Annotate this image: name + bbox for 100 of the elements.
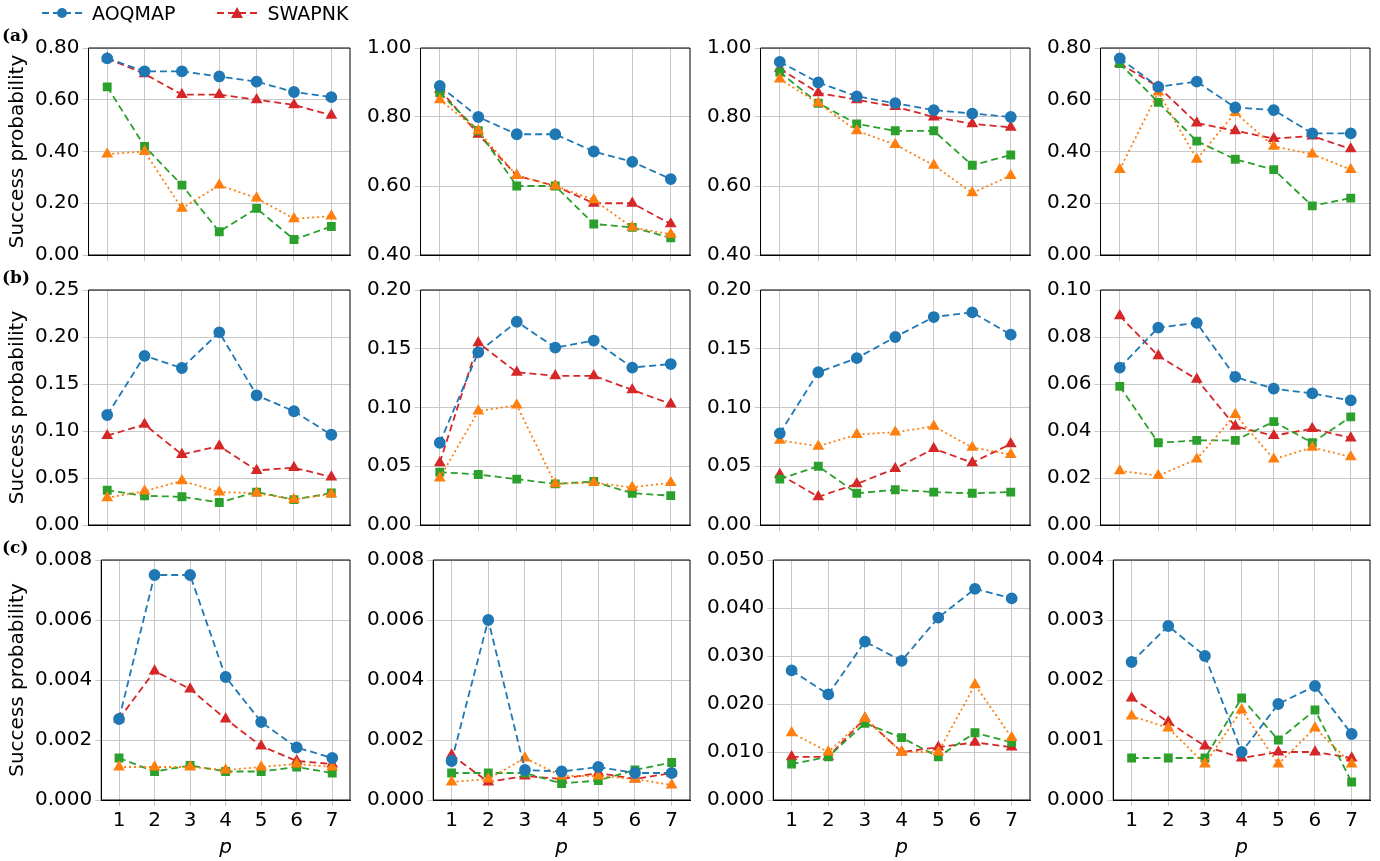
y-tick-label: 0.050	[706, 546, 765, 571]
x-tick-label: 3	[858, 807, 872, 832]
y-tick-label: 0.04	[1047, 417, 1092, 442]
y-tick-label: 0.008	[34, 546, 93, 571]
y-tick-label: 0.006	[366, 606, 425, 631]
y-tick-label: 0.40	[367, 241, 412, 266]
y-axis-title: Success probability	[4, 583, 29, 777]
y-tick-label: 0.000	[366, 786, 425, 811]
y-tick-label: 0.60	[707, 172, 752, 197]
y-tick-label: 0.000	[34, 786, 93, 811]
text: (a)	[2, 24, 30, 45]
y-tick-label: 0.80	[707, 103, 752, 128]
y-axis-title: Success probability	[4, 54, 29, 249]
y-tick-label: 0.008	[366, 546, 425, 571]
y-tick-label: 0.80	[1047, 34, 1092, 59]
y-tick-label: 0.000	[706, 786, 765, 811]
x-tick-label: 6	[628, 807, 642, 832]
y-tick-label: 0.80	[35, 34, 80, 59]
y-tick-label: 0.002	[366, 726, 425, 751]
y-tick-label: 0.003	[1046, 606, 1105, 631]
y-tick-label: 0.20	[1047, 189, 1092, 214]
y-tick-label: 1.00	[367, 34, 412, 59]
x-axis-title: p	[554, 834, 568, 859]
y-tick-label: 0.15	[35, 370, 80, 395]
x-axis-title: p	[894, 834, 908, 859]
y-tick-label: 0.40	[707, 241, 752, 266]
x-axis-title: p	[1234, 834, 1248, 859]
y-tick-label: 0.08	[1047, 323, 1092, 348]
y-tick-label: 0.10	[707, 393, 752, 418]
y-tick-label: 0.60	[35, 85, 80, 110]
legend-label: SWAPNK	[267, 2, 349, 24]
y-tick-label: 0.020	[706, 690, 765, 715]
y-tick-label: 0.004	[34, 666, 93, 691]
x-tick-label: 4	[555, 807, 568, 832]
y-tick-label: 0.00	[1047, 241, 1092, 266]
y-tick-label: 0.002	[34, 726, 93, 751]
x-tick-label: 3	[183, 807, 197, 832]
y-tick-label: 0.000	[1046, 786, 1105, 811]
y-tick-label: 0.02	[1047, 464, 1092, 489]
y-tick-label: 0.00	[35, 511, 80, 536]
y-tick-label: 1.00	[707, 34, 752, 59]
x-tick-label: 6	[290, 807, 304, 832]
x-tick-label: 7	[1005, 807, 1019, 832]
legend-label: AOQMAP	[92, 2, 176, 24]
y-tick-label: 0.15	[707, 334, 752, 359]
y-tick-label: 0.001	[1046, 726, 1105, 751]
x-tick-label: 7	[325, 807, 339, 832]
x-tick-label: 5	[254, 807, 268, 832]
x-tick-label: 2	[821, 807, 835, 832]
x-tick-label: 7	[665, 807, 679, 832]
y-tick-label: 0.60	[367, 172, 412, 197]
y-tick-label: 0.05	[367, 452, 412, 477]
y-tick-label: 0.002	[1046, 666, 1105, 691]
y-tick-label: 0.030	[706, 642, 765, 667]
y-tick-label: 0.60	[1047, 85, 1092, 110]
x-tick-label: 4	[895, 807, 908, 832]
y-tick-label: 0.20	[35, 189, 80, 214]
x-tick-label: 1	[445, 807, 458, 832]
x-tick-label: 1	[112, 807, 126, 832]
x-tick-label: 2	[1161, 807, 1175, 832]
text: (c)	[2, 536, 29, 557]
y-tick-label: 0.05	[707, 452, 752, 477]
y-tick-label: 0.10	[367, 393, 412, 418]
x-tick-label: 2	[148, 807, 161, 832]
y-tick-label: 0.10	[1047, 276, 1092, 301]
x-tick-label: 6	[968, 807, 982, 832]
text: (b)	[2, 266, 30, 287]
y-tick-label: 0.10	[35, 417, 80, 442]
y-tick-label: 0.004	[1046, 546, 1105, 571]
y-tick-label: 0.20	[707, 276, 752, 301]
y-tick-label: 0.20	[35, 323, 80, 348]
y-tick-label: 0.25	[35, 276, 80, 301]
y-tick-label: 0.006	[34, 606, 93, 631]
x-tick-label: 5	[591, 807, 605, 832]
x-tick-label: 1	[1125, 807, 1138, 832]
y-tick-label: 0.00	[35, 241, 80, 266]
y-tick-label: 0.010	[706, 738, 765, 763]
y-tick-label: 0.040	[706, 594, 765, 619]
y-tick-label: 0.40	[1047, 137, 1092, 162]
x-tick-label: 7	[1345, 807, 1359, 832]
x-tick-label: 1	[785, 807, 798, 832]
x-tick-label: 4	[1235, 807, 1248, 832]
x-tick-label: 4	[219, 807, 232, 832]
y-tick-label: 0.00	[367, 511, 412, 536]
y-tick-label: 0.40	[35, 137, 80, 162]
x-tick-label: 5	[931, 807, 945, 832]
x-tick-label: 6	[1308, 807, 1322, 832]
y-tick-label: 0.004	[366, 666, 425, 691]
x-tick-label: 5	[1271, 807, 1285, 832]
x-tick-label: 3	[1198, 807, 1212, 832]
y-axis-title: Success probability	[4, 310, 29, 505]
y-tick-label: 0.05	[35, 464, 80, 489]
x-tick-label: 2	[481, 807, 495, 832]
x-axis-title: p	[218, 834, 232, 859]
y-tick-label: 0.00	[1047, 511, 1092, 536]
y-tick-label: 0.06	[1047, 370, 1092, 395]
y-tick-label: 0.20	[367, 276, 412, 301]
y-tick-label: 0.00	[707, 511, 752, 536]
x-tick-label: 3	[518, 807, 532, 832]
y-tick-label: 0.15	[367, 334, 412, 359]
